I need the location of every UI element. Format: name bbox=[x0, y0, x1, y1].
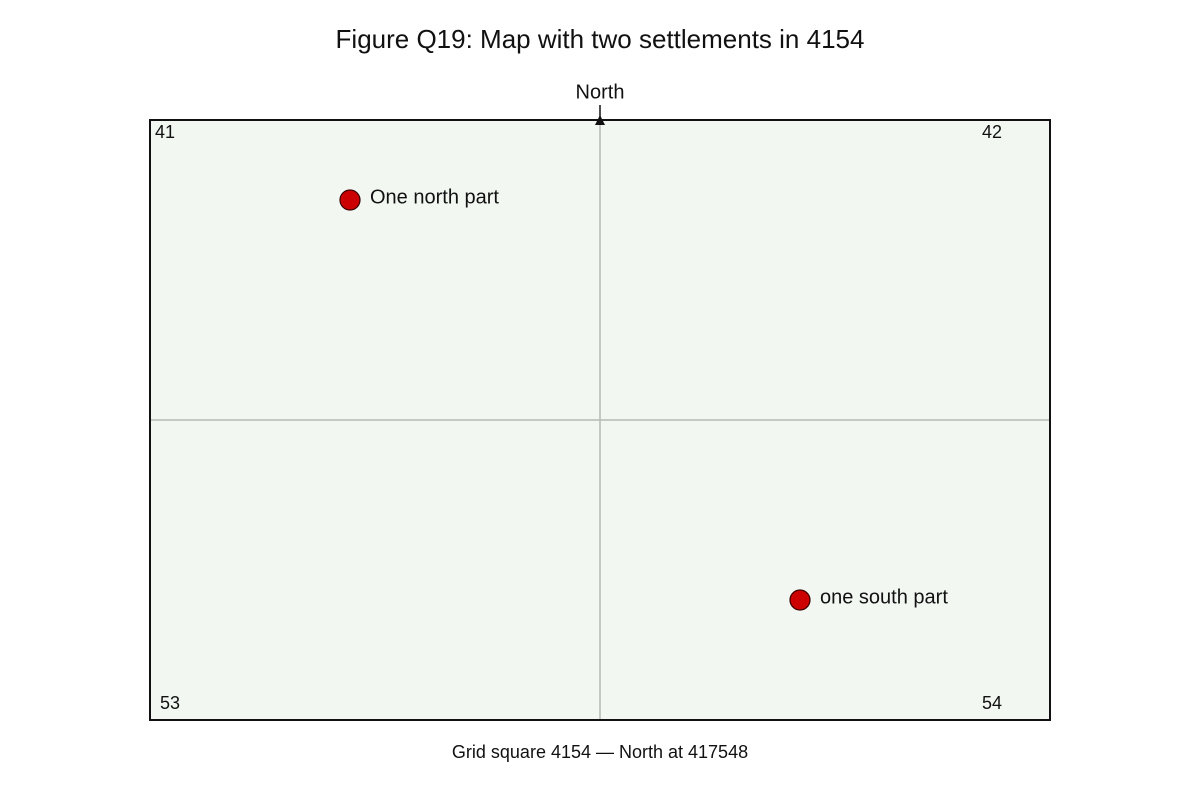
figure-title: Figure Q19: Map with two settlements in … bbox=[336, 24, 865, 54]
settlement-marker bbox=[789, 589, 811, 611]
north-label: North bbox=[576, 81, 625, 103]
settlement-label: one south part bbox=[820, 586, 948, 608]
corner-label: 54 bbox=[982, 693, 1002, 713]
corner-label: 53 bbox=[160, 693, 180, 713]
corner-label: 41 bbox=[155, 122, 175, 142]
figure-caption: Grid square 4154 — North at 417548 bbox=[452, 742, 748, 762]
corner-label: 42 bbox=[982, 122, 1002, 142]
settlement-label: One north part bbox=[370, 186, 499, 208]
settlement-marker bbox=[339, 189, 361, 211]
north-arrow-head bbox=[595, 115, 605, 125]
